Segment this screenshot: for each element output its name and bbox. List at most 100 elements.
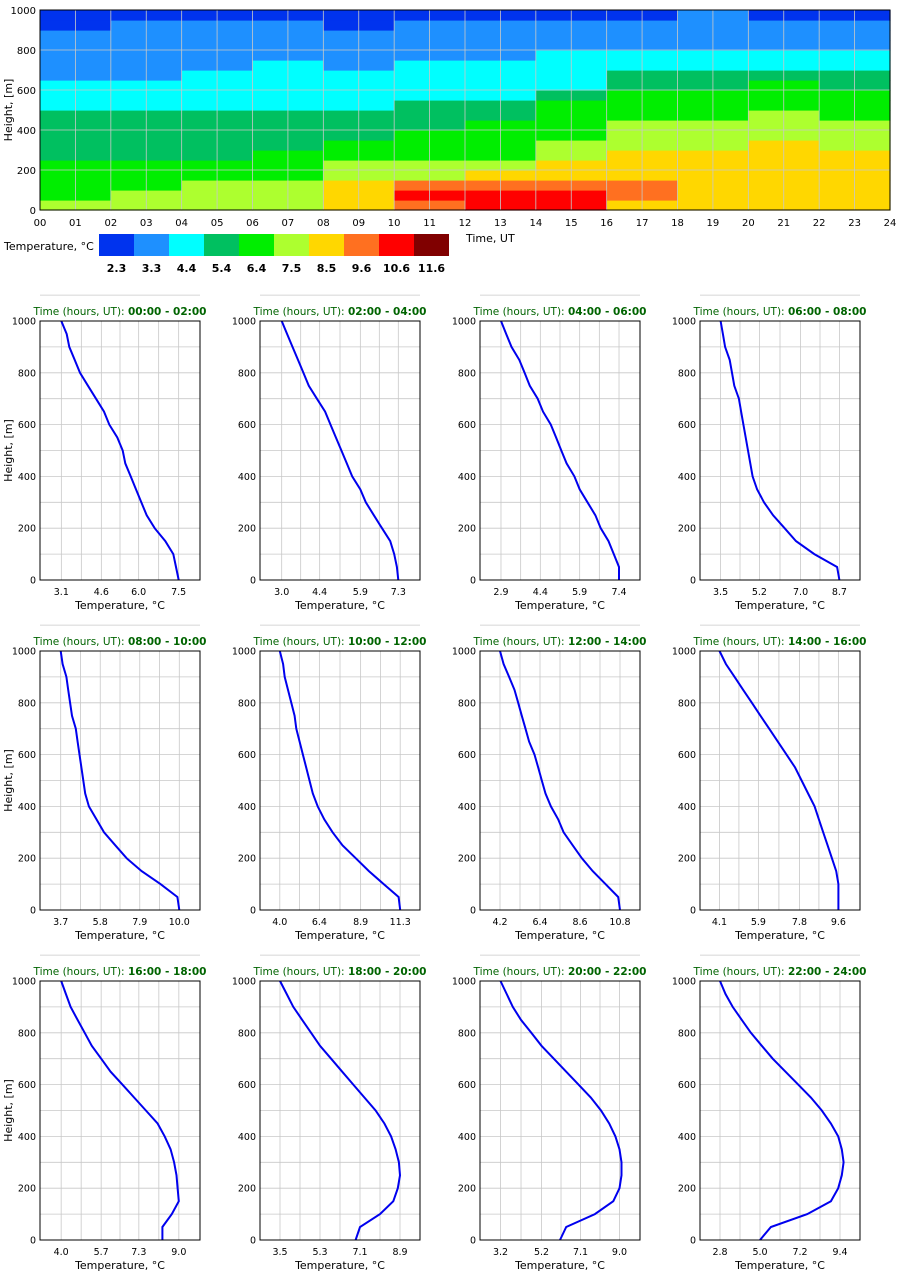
colorbar-swatch bbox=[99, 234, 134, 256]
profile-y-tick-label: 600 bbox=[18, 420, 36, 431]
profile-y-tick-label: 1000 bbox=[12, 647, 36, 658]
profile-frame bbox=[259, 650, 421, 911]
panel-title-range: 04:00 - 06:00 bbox=[568, 306, 647, 318]
profile-y-tick-label: 0 bbox=[470, 576, 476, 587]
profile-x-tick-label: 5.0 bbox=[752, 1247, 767, 1258]
profile-x-tick-label: 6.4 bbox=[312, 917, 327, 928]
heatmap-y-tick-label: 1000 bbox=[11, 6, 36, 17]
profile-y-tick-label: 0 bbox=[30, 576, 36, 587]
profile-x-tick-label: 4.0 bbox=[54, 1247, 69, 1258]
colorbar-tick-label: 5.4 bbox=[212, 262, 232, 275]
profile-panel: 2.8 5.0 7.2 9.4 0 200 400 600 800 1000 Temperature… bbox=[672, 954, 866, 1272]
profile-y-tick-label: 400 bbox=[18, 802, 36, 813]
heatmap-x-tick-label: 07 bbox=[282, 218, 295, 229]
profile-x-tick-label: 4.1 bbox=[712, 917, 727, 928]
profile-frame bbox=[259, 980, 421, 1241]
panel-title-prefix: Time (hours, UT): bbox=[253, 966, 348, 978]
profile-y-tick-label: 800 bbox=[678, 1028, 696, 1039]
heatmap-x-axis-label: Time, UT bbox=[465, 232, 515, 245]
profile-y-tick-label: 800 bbox=[18, 1028, 36, 1039]
profile-y-tick-label: 1000 bbox=[452, 647, 476, 658]
colorbar-tick-label: 4.4 bbox=[177, 262, 197, 275]
profile-x-axis-label: Temperature, °C bbox=[514, 1259, 605, 1272]
panel-title-prefix: Time (hours, UT): bbox=[253, 306, 348, 318]
profile-y-tick-label: 400 bbox=[18, 472, 36, 483]
profile-y-tick-label: 0 bbox=[250, 576, 256, 587]
profile-y-tick-label: 200 bbox=[18, 1184, 36, 1195]
profile-panel: 3.2 5.2 7.1 9.0 0 200 400 600 800 1000 Temperature… bbox=[452, 954, 646, 1272]
colorbar-swatch bbox=[204, 234, 239, 256]
profile-x-tick-label: 9.4 bbox=[832, 1247, 847, 1258]
profile-x-axis-label: Temperature, °C bbox=[294, 599, 385, 612]
temperature-profile-line bbox=[719, 320, 841, 581]
profile-x-axis-label: Temperature, °C bbox=[514, 929, 605, 942]
profile-x-tick-label: 8.9 bbox=[353, 917, 368, 928]
profile-x-tick-label: 3.5 bbox=[272, 1247, 287, 1258]
profile-y-tick-label: 600 bbox=[678, 750, 696, 761]
profile-y-tick-label: 200 bbox=[458, 1184, 476, 1195]
profile-x-tick-label: 7.1 bbox=[573, 1247, 588, 1258]
profile-x-tick-label: 7.0 bbox=[793, 587, 808, 598]
profile-y-tick-label: 0 bbox=[690, 576, 696, 587]
temperature-profile-line bbox=[280, 320, 400, 581]
heatmap-y-tick-label: 800 bbox=[17, 46, 36, 57]
profile-x-tick-label: 3.1 bbox=[54, 587, 69, 598]
heatmap-x-tick-label: 19 bbox=[707, 218, 720, 229]
profile-y-tick-label: 600 bbox=[18, 1080, 36, 1091]
profile-x-tick-label: 10.0 bbox=[169, 917, 190, 928]
heatmap-x-tick-label: 13 bbox=[494, 218, 507, 229]
profile-x-tick-label: 3.5 bbox=[713, 587, 728, 598]
heatmap-x-tick-label: 17 bbox=[636, 218, 649, 229]
profile-y-tick-label: 600 bbox=[238, 1080, 256, 1091]
heatmap-x-tick-label: 04 bbox=[175, 218, 188, 229]
profile-y-tick-label: 0 bbox=[470, 1236, 476, 1247]
temperature-profile-line bbox=[718, 650, 840, 910]
profile-x-tick-label: 3.7 bbox=[53, 917, 68, 928]
profile-frame bbox=[39, 980, 201, 1241]
colorbar-tick-label: 11.6 bbox=[418, 262, 445, 275]
profile-x-tick-label: 9.6 bbox=[831, 917, 846, 928]
profile-y-tick-label: 600 bbox=[458, 1080, 476, 1091]
profile-y-tick-label: 200 bbox=[238, 1184, 256, 1195]
profile-x-tick-label: 8.9 bbox=[392, 1247, 407, 1258]
temperature-profile-line bbox=[719, 980, 845, 1241]
panel-title-range: 14:00 - 16:00 bbox=[788, 636, 867, 648]
profile-x-tick-label: 5.2 bbox=[534, 1247, 549, 1258]
profile-y-tick-label: 600 bbox=[678, 420, 696, 431]
panel-title-prefix: Time (hours, UT): bbox=[473, 636, 568, 648]
temperature-profile-line bbox=[279, 980, 402, 1241]
panel-title-range: 08:00 - 10:00 bbox=[128, 636, 207, 648]
profile-x-tick-label: 2.9 bbox=[493, 587, 508, 598]
heatmap-x-tick-label: 10 bbox=[388, 218, 401, 229]
colorbar-swatch bbox=[274, 234, 309, 256]
profile-panel-title: Time (hours, UT): 12:00 - 14:00 bbox=[473, 636, 647, 648]
heatmap-x-tick-label: 01 bbox=[69, 218, 82, 229]
profile-panel-title: Time (hours, UT): 14:00 - 16:00 bbox=[693, 636, 867, 648]
profile-y-tick-label: 800 bbox=[678, 368, 696, 379]
heatmap-x-tick-label: 21 bbox=[777, 218, 790, 229]
profile-x-tick-label: 5.9 bbox=[353, 587, 368, 598]
profile-y-tick-label: 800 bbox=[238, 368, 256, 379]
panel-title-range: 16:00 - 18:00 bbox=[128, 966, 207, 978]
heatmap-x-tick-label: 20 bbox=[742, 218, 755, 229]
profile-frame bbox=[699, 980, 861, 1241]
profile-frame bbox=[699, 650, 861, 911]
heatmap-y-tick-label: 400 bbox=[17, 126, 36, 137]
profile-y-tick-label: 800 bbox=[18, 368, 36, 379]
heatmap-x-tick-label: 11 bbox=[423, 218, 436, 229]
profile-y-tick-label: 1000 bbox=[672, 317, 696, 328]
temperature-profile-line bbox=[499, 650, 621, 911]
profile-y-tick-label: 600 bbox=[458, 750, 476, 761]
panel-title-range: 06:00 - 08:00 bbox=[788, 306, 867, 318]
profile-panel: 3.0 4.4 5.9 7.3 0 200 400 600 800 1000 Temperature… bbox=[232, 294, 426, 612]
panel-title-prefix: Time (hours, UT): bbox=[473, 966, 568, 978]
heatmap-x-tick-label: 03 bbox=[140, 218, 153, 229]
profile-x-axis-label: Temperature, °C bbox=[294, 1259, 385, 1272]
profile-y-tick-label: 0 bbox=[30, 1236, 36, 1247]
temperature-profile-line bbox=[278, 650, 402, 911]
profile-y-tick-label: 0 bbox=[690, 906, 696, 917]
profile-x-tick-label: 11.3 bbox=[390, 917, 411, 928]
profile-x-axis-label: Temperature, °C bbox=[734, 1259, 825, 1272]
profile-panel: 3.1 4.6 6.0 7.5 0 200 400 600 800 1000 Temperature… bbox=[2, 294, 206, 612]
